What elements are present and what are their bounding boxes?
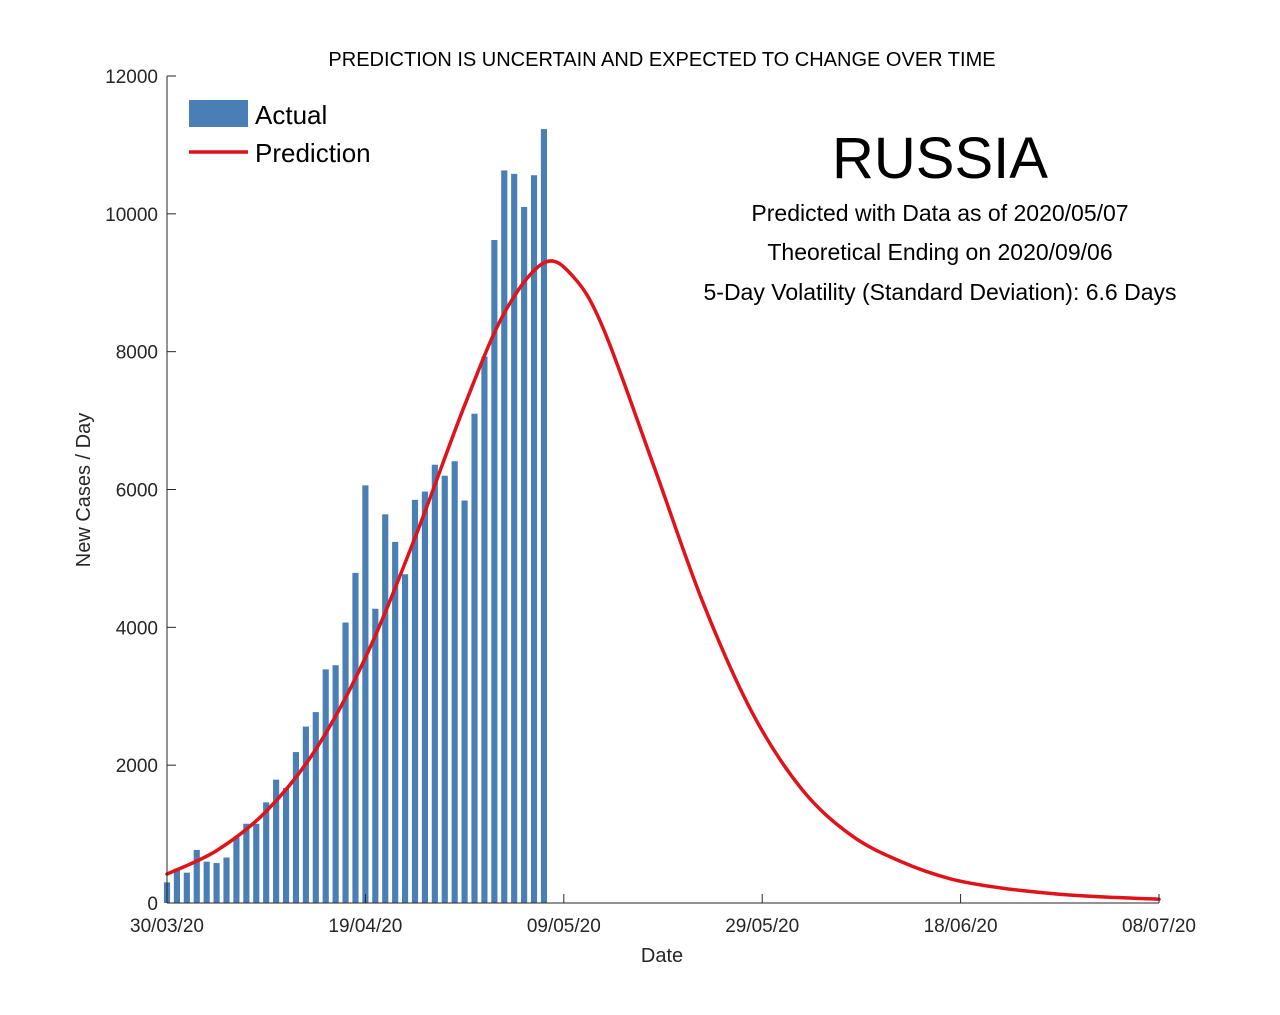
actual-bar [540, 129, 548, 903]
prediction-line [165, 259, 1161, 901]
actual-bar [382, 514, 389, 903]
y-tick-label: 6000 [116, 481, 158, 502]
y-tick-label: 12000 [105, 67, 158, 88]
actual-bar [253, 823, 260, 903]
actual-bar [282, 787, 290, 903]
actual-bar [263, 802, 270, 903]
actual-bar [332, 665, 339, 903]
actual-bar [292, 752, 300, 903]
chart-title: PREDICTION IS UNCERTAIN AND EXPECTED TO … [328, 49, 995, 71]
actual-bar [451, 461, 458, 903]
actual-bar [461, 500, 468, 903]
actual-bar [342, 622, 349, 903]
actual-bar [441, 475, 448, 903]
y-tick-label: 0 [147, 894, 158, 915]
actual-bar [511, 173, 518, 904]
y-axis: 0 2000 4000 6000 8000 10000 12000 [105, 67, 176, 915]
data-as-of-note: Predicted with Data as of 2020/05/07 [751, 200, 1128, 226]
y-tick-label: 10000 [105, 205, 158, 226]
theoretical-ending-note: Theoretical Ending on 2020/09/06 [767, 239, 1112, 265]
actual-bar [312, 712, 319, 903]
x-tick-label: 18/06/20 [924, 916, 998, 937]
actual-bar [243, 823, 250, 903]
actual-bar [402, 574, 409, 903]
y-tick-label: 2000 [116, 756, 158, 777]
y-tick-label: 8000 [116, 343, 158, 364]
legend: Actual Prediction [189, 100, 371, 168]
actual-bar [183, 872, 190, 903]
y-tick-label: 4000 [116, 618, 158, 639]
x-tick-label: 09/05/20 [527, 916, 601, 937]
actual-bar [273, 779, 280, 903]
actual-bar [203, 861, 210, 903]
actual-bar [491, 240, 498, 903]
x-axis-label: Date [641, 945, 683, 967]
actual-bar [471, 413, 478, 903]
actual-bar [372, 608, 379, 903]
y-ticks: 0 2000 4000 6000 8000 10000 12000 [105, 67, 176, 915]
plot-area [163, 129, 1161, 904]
x-tick-label: 30/03/20 [130, 916, 204, 937]
actual-bar [421, 491, 428, 903]
actual-bar [302, 726, 309, 903]
actual-bar [362, 485, 369, 903]
actual-bar [521, 206, 528, 903]
actual-bar [173, 868, 180, 903]
legend-actual-swatch [189, 100, 248, 127]
actual-bar [501, 170, 508, 904]
actual-bar [481, 356, 488, 903]
actual-bar [530, 175, 538, 904]
actual-bars [163, 129, 548, 904]
annotation-block: RUSSIA Predicted with Data as of 2020/05… [704, 126, 1177, 305]
volatility-note: 5-Day Volatility (Standard Deviation): 6… [704, 279, 1177, 305]
x-axis: 30/03/20 19/04/20 09/05/20 29/05/20 18/06/20… [130, 894, 1196, 937]
x-ticks: 30/03/20 19/04/20 09/05/20 29/05/20 18/06/20… [130, 894, 1196, 937]
x-tick-label: 08/07/20 [1122, 916, 1196, 937]
actual-bar [411, 499, 419, 903]
actual-bar [213, 863, 220, 903]
actual-bar [193, 849, 200, 903]
x-tick-label: 19/04/20 [328, 916, 402, 937]
x-tick-label: 29/05/20 [725, 916, 799, 937]
actual-bar [392, 541, 399, 903]
legend-actual-label: Actual [255, 100, 327, 130]
actual-bar [431, 464, 438, 903]
actual-bar [352, 572, 359, 903]
legend-prediction-label: Prediction [255, 138, 371, 168]
y-axis-label: New Cases / Day [73, 413, 95, 568]
actual-bar [233, 837, 240, 903]
actual-bar [322, 669, 329, 903]
country-name: RUSSIA [832, 126, 1048, 191]
actual-bar [223, 857, 230, 903]
